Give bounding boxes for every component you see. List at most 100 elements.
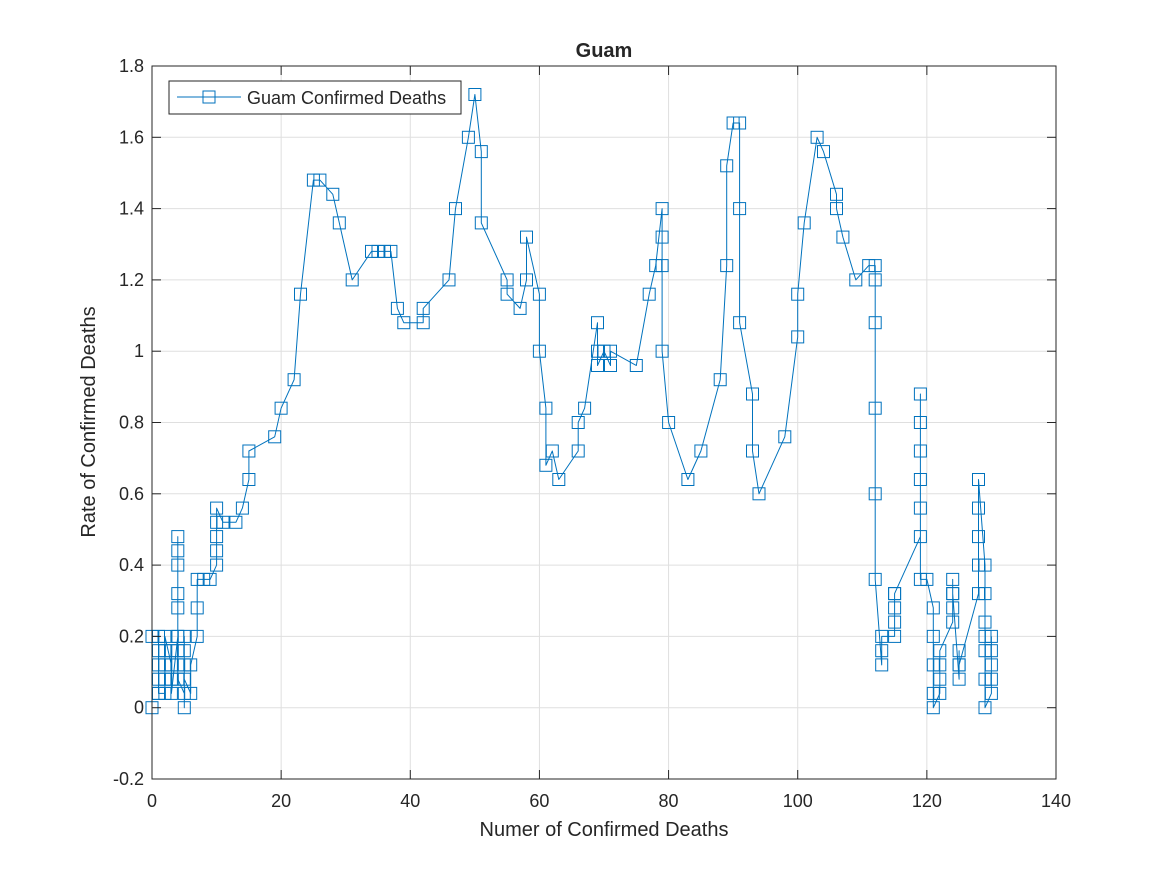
- data-point-marker: [171, 544, 185, 558]
- data-point-marker: [229, 515, 243, 529]
- x-axis-label: Numer of Confirmed Deaths: [480, 819, 729, 841]
- data-point-marker: [797, 216, 811, 230]
- data-point-marker: [926, 601, 940, 615]
- data-point-marker: [274, 401, 288, 415]
- data-point-marker: [913, 416, 927, 429]
- data-point-marker: [571, 444, 585, 458]
- data-point-marker: [345, 273, 359, 287]
- legend: Guam Confirmed Deaths: [168, 80, 462, 115]
- data-point-marker: [952, 672, 966, 686]
- data-point-marker: [171, 530, 185, 544]
- data-point-marker: [733, 316, 747, 330]
- y-tick-label: -0.2: [113, 769, 144, 789]
- data-point-marker: [984, 658, 998, 672]
- data-point-marker: [545, 444, 559, 458]
- y-tick-label: 1.2: [119, 270, 144, 290]
- x-tick-label: 140: [1041, 791, 1071, 811]
- data-point-marker: [978, 701, 992, 715]
- data-point-marker: [500, 273, 514, 287]
- data-point-marker: [926, 629, 940, 643]
- data-point-marker: [474, 216, 488, 230]
- data-point-marker: [972, 501, 985, 515]
- data-point-marker: [868, 487, 882, 501]
- data-point-marker: [836, 230, 850, 244]
- data-point-marker: [171, 601, 185, 615]
- y-tick-label: 0.6: [119, 484, 144, 504]
- y-tick-label: 0.8: [119, 413, 144, 433]
- data-point-marker: [713, 373, 727, 387]
- data-point-marker: [681, 473, 695, 486]
- data-point-marker: [733, 116, 747, 130]
- data-point-marker: [720, 259, 734, 273]
- data-point-marker: [416, 301, 430, 315]
- data-point-marker: [868, 273, 882, 287]
- data-point-marker: [332, 216, 346, 230]
- data-point-marker: [868, 259, 882, 273]
- series-layer: [145, 88, 998, 715]
- data-point-marker: [416, 316, 430, 330]
- data-point-marker: [552, 473, 566, 486]
- legend-marker-square: [202, 90, 216, 104]
- data-point-marker: [875, 644, 889, 658]
- data-point-marker: [190, 629, 204, 643]
- data-point-marker: [720, 159, 734, 173]
- data-point-marker: [752, 487, 766, 501]
- data-point-marker: [203, 572, 217, 586]
- x-tick-label: 100: [783, 791, 813, 811]
- data-point-marker: [952, 658, 966, 672]
- data-point-marker: [184, 658, 198, 672]
- data-point-marker: [177, 672, 191, 686]
- y-axis-label: Rate of Confirmed Deaths: [78, 306, 100, 537]
- data-point-marker: [449, 202, 462, 216]
- data-point-marker: [461, 130, 475, 144]
- data-point-marker: [184, 686, 198, 700]
- data-point-marker: [591, 316, 604, 330]
- data-point-marker: [210, 501, 224, 515]
- data-point-marker: [177, 644, 191, 658]
- data-point-marker: [532, 287, 546, 301]
- legend-label: Guam Confirmed Deaths: [247, 88, 446, 108]
- data-point-marker: [539, 458, 553, 472]
- data-point-marker: [926, 701, 940, 715]
- data-point-marker: [442, 273, 456, 287]
- data-point-marker: [216, 515, 230, 529]
- data-point-marker: [655, 202, 669, 216]
- data-point-marker: [235, 501, 249, 515]
- data-point-marker: [888, 587, 902, 601]
- data-point-marker: [591, 359, 604, 372]
- data-point-marker: [520, 273, 533, 287]
- data-point-marker: [390, 301, 404, 315]
- data-point-marker: [868, 401, 882, 415]
- data-point-marker: [468, 88, 482, 101]
- y-tick-label: 0.4: [119, 555, 144, 575]
- data-point-marker: [397, 316, 411, 330]
- data-point-marker: [888, 615, 902, 629]
- data-point-marker: [655, 344, 669, 358]
- data-point-marker: [817, 145, 830, 159]
- x-tick-label: 20: [271, 791, 291, 811]
- data-point-marker: [578, 401, 592, 415]
- data-point-marker: [604, 359, 617, 372]
- data-point-marker: [242, 444, 256, 458]
- data-point-marker: [326, 187, 340, 201]
- data-point-marker: [946, 601, 960, 615]
- x-tick-label: 0: [147, 791, 157, 811]
- data-point-marker: [875, 658, 889, 672]
- data-point-marker: [946, 572, 960, 586]
- data-point-marker: [210, 544, 224, 558]
- data-point-marker: [946, 615, 960, 629]
- x-tick-label: 40: [400, 791, 420, 811]
- data-point-marker: [913, 387, 927, 401]
- data-point-marker: [242, 473, 256, 486]
- y-tick-label: 1.4: [119, 199, 144, 219]
- data-point-marker: [662, 416, 676, 429]
- data-point-marker: [294, 287, 307, 301]
- data-point-marker: [978, 615, 992, 629]
- data-point-marker: [933, 672, 947, 686]
- data-point-marker: [810, 130, 824, 144]
- data-point-marker: [952, 644, 966, 658]
- y-tick-label: 1.6: [119, 127, 144, 147]
- data-point-marker: [978, 558, 992, 572]
